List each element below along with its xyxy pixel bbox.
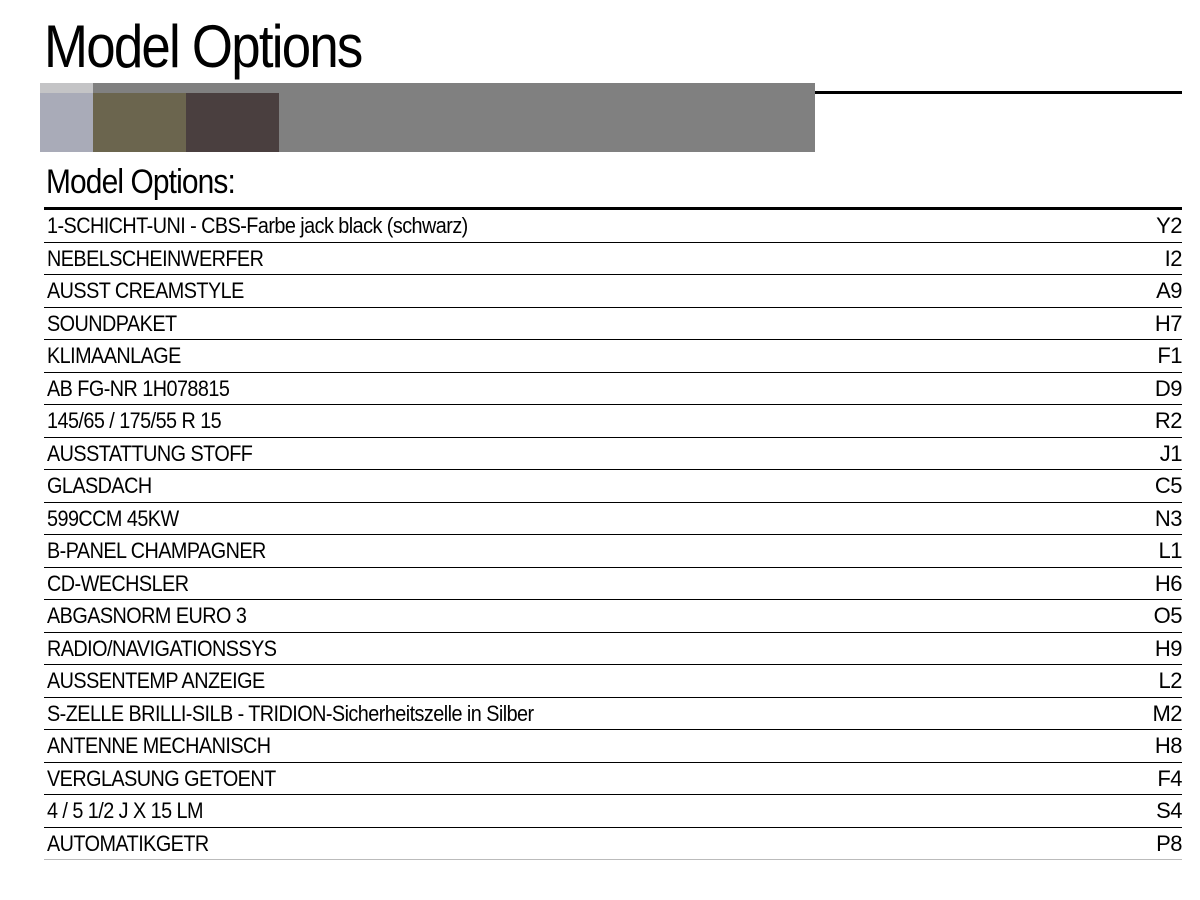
option-description: AUSSTATTUNG STOFF bbox=[47, 440, 253, 466]
option-code: J1 bbox=[1159, 440, 1183, 466]
table-row: NEBELSCHEINWERFER I2 bbox=[44, 243, 1183, 275]
option-code: L2 bbox=[1158, 668, 1183, 693]
table-row: ABGASNORM EURO 3 O5 bbox=[44, 600, 1183, 633]
color-swatch-2 bbox=[93, 93, 186, 152]
table-row: AUSSENTEMP ANZEIGE L2 bbox=[44, 665, 1183, 698]
option-code: D9 bbox=[1154, 375, 1183, 401]
option-code: R2 bbox=[1154, 408, 1183, 433]
option-code: Y2 bbox=[1156, 213, 1182, 238]
option-description: KLIMAANLAGE bbox=[47, 343, 181, 368]
option-code: M2 bbox=[1152, 700, 1182, 726]
option-description: RADIO/NAVIGATIONSSYS bbox=[47, 635, 277, 661]
table-row: 145/65 / 175/55 R 15 R2 bbox=[44, 405, 1183, 438]
table-row: 4 / 5 1/2 J X 15 LM S4 bbox=[44, 795, 1182, 828]
option-code: P8 bbox=[1156, 830, 1182, 856]
header-rule bbox=[815, 91, 1182, 94]
table-row: CD-WECHSLER H6 bbox=[44, 568, 1183, 600]
option-code: A9 bbox=[1156, 278, 1182, 303]
option-code: F4 bbox=[1157, 765, 1182, 791]
option-code: S4 bbox=[1156, 798, 1182, 823]
option-description: AUTOMATIKGETR bbox=[47, 830, 209, 856]
table-row: 599CCM 45KW N3 bbox=[44, 503, 1183, 535]
table-row: AUSST CREAMSTYLE A9 bbox=[44, 275, 1182, 308]
option-description: AB FG-NR 1H078815 bbox=[47, 375, 230, 401]
option-description: 1-SCHICHT-UNI - CBS-Farbe jack black (sc… bbox=[47, 213, 468, 238]
table-row: ANTENNE MECHANISCH H8 bbox=[44, 730, 1183, 763]
option-description: 145/65 / 175/55 R 15 bbox=[47, 408, 222, 433]
color-swatch-3 bbox=[186, 93, 279, 152]
option-description: ABGASNORM EURO 3 bbox=[47, 603, 247, 628]
color-swatch-1 bbox=[40, 83, 93, 152]
table-row: AUSSTATTUNG STOFF J1 bbox=[44, 438, 1183, 470]
table-row: RADIO/NAVIGATIONSSYS H9 bbox=[44, 633, 1183, 665]
option-description: S-ZELLE BRILLI-SILB - TRIDION-Sicherheit… bbox=[47, 700, 534, 726]
option-code: O5 bbox=[1153, 603, 1183, 628]
option-code: H8 bbox=[1154, 733, 1183, 758]
option-code: H6 bbox=[1154, 570, 1183, 596]
table-row: AUTOMATIKGETR P8 bbox=[44, 828, 1182, 860]
table-row: KLIMAANLAGE F1 bbox=[44, 340, 1182, 373]
table-row: GLASDACH C5 bbox=[44, 470, 1183, 503]
option-description: B-PANEL CHAMPAGNER bbox=[47, 538, 266, 563]
option-description: GLASDACH bbox=[47, 473, 152, 498]
table-row: SOUNDPAKET H7 bbox=[44, 308, 1183, 340]
table-row: 1-SCHICHT-UNI - CBS-Farbe jack black (sc… bbox=[44, 210, 1182, 243]
table-row: S-ZELLE BRILLI-SILB - TRIDION-Sicherheit… bbox=[44, 698, 1182, 730]
table-row: AB FG-NR 1H078815 D9 bbox=[44, 373, 1183, 405]
option-code: H9 bbox=[1154, 635, 1183, 661]
option-description: VERGLASUNG GETOENT bbox=[47, 765, 276, 791]
option-description: AUSSENTEMP ANZEIGE bbox=[47, 668, 265, 693]
option-description: CD-WECHSLER bbox=[47, 570, 189, 596]
options-table: 1-SCHICHT-UNI - CBS-Farbe jack black (sc… bbox=[44, 207, 1183, 860]
option-code: I2 bbox=[1164, 245, 1183, 271]
option-code: N3 bbox=[1154, 505, 1183, 531]
page-title: Model Options bbox=[44, 13, 363, 80]
option-code: F1 bbox=[1157, 343, 1182, 368]
table-row: B-PANEL CHAMPAGNER L1 bbox=[44, 535, 1183, 568]
option-description: NEBELSCHEINWERFER bbox=[47, 245, 264, 271]
option-code: C5 bbox=[1154, 473, 1183, 498]
color-swatch-band bbox=[40, 83, 815, 152]
option-code: L1 bbox=[1158, 538, 1183, 563]
option-description: ANTENNE MECHANISCH bbox=[47, 733, 271, 758]
color-swatch-1-highlight bbox=[40, 83, 93, 93]
table-row: VERGLASUNG GETOENT F4 bbox=[44, 763, 1182, 795]
option-description: SOUNDPAKET bbox=[47, 310, 177, 336]
section-title: Model Options: bbox=[46, 163, 236, 201]
option-description: AUSST CREAMSTYLE bbox=[47, 278, 244, 303]
option-code: H7 bbox=[1154, 310, 1183, 336]
option-description: 599CCM 45KW bbox=[47, 505, 179, 531]
option-description: 4 / 5 1/2 J X 15 LM bbox=[47, 798, 203, 823]
